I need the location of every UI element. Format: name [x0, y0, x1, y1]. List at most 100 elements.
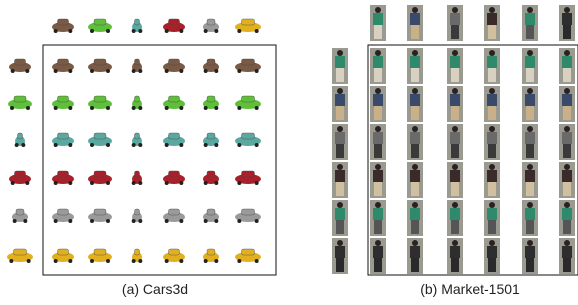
car-image	[7, 249, 33, 263]
person-image	[407, 124, 423, 160]
person-image	[332, 238, 348, 274]
car-cabin	[169, 249, 180, 255]
wheel	[204, 143, 208, 147]
car-image	[235, 59, 261, 73]
head	[337, 202, 343, 208]
person-image	[332, 200, 348, 236]
legs	[563, 68, 571, 82]
person-image	[370, 48, 386, 84]
person-image	[407, 238, 423, 274]
person-image	[522, 124, 538, 160]
torso	[410, 56, 420, 68]
legs	[563, 258, 571, 272]
car-image	[203, 133, 219, 147]
car-cabin	[242, 59, 255, 65]
head	[412, 126, 418, 132]
head	[489, 7, 495, 13]
cars-grid-frame	[43, 45, 276, 275]
person-image	[370, 238, 386, 274]
legs	[488, 220, 496, 234]
head	[337, 164, 343, 170]
legs	[411, 144, 419, 158]
wheel	[68, 29, 72, 33]
head	[527, 88, 533, 94]
car-image	[52, 96, 74, 110]
legs	[336, 144, 344, 158]
legs	[526, 106, 534, 120]
head	[452, 126, 458, 132]
car-image	[52, 133, 74, 147]
car-image	[88, 59, 112, 73]
car-image	[235, 171, 261, 185]
torso	[335, 56, 345, 68]
car-cabin	[135, 133, 140, 139]
torso	[373, 94, 383, 106]
person-image	[522, 200, 538, 236]
torso	[373, 56, 383, 68]
wheel	[106, 259, 110, 263]
head	[489, 126, 495, 132]
person-image	[559, 200, 575, 236]
wheel	[21, 143, 25, 147]
wheel	[68, 106, 72, 110]
wheel	[54, 69, 58, 73]
wheel	[11, 181, 15, 185]
torso	[525, 56, 535, 68]
car-image	[132, 19, 143, 33]
person-image	[447, 86, 463, 122]
car-image	[8, 96, 32, 110]
person-image	[522, 5, 538, 41]
car-cabin	[207, 249, 215, 255]
wheel	[90, 259, 94, 263]
person-image	[559, 86, 575, 122]
legs	[563, 220, 571, 234]
legs	[451, 144, 459, 158]
caption: (b) Market-1501	[420, 281, 520, 297]
car-cabin	[58, 249, 69, 255]
person-image	[332, 162, 348, 198]
wheel	[132, 69, 136, 73]
torso	[525, 170, 535, 182]
car-image	[88, 96, 112, 110]
car-cabin	[135, 59, 140, 65]
wheel	[106, 143, 110, 147]
head	[489, 202, 495, 208]
car-image	[163, 249, 185, 263]
wheel	[54, 29, 58, 33]
wheel	[204, 106, 208, 110]
wheel	[25, 181, 29, 185]
legs	[526, 220, 534, 234]
torso	[450, 132, 460, 144]
car-image	[163, 59, 185, 73]
head	[375, 126, 381, 132]
person-image	[484, 48, 500, 84]
head	[564, 240, 570, 246]
car-image	[203, 19, 219, 33]
wheel	[165, 219, 169, 223]
torso	[525, 94, 535, 106]
legs	[563, 106, 571, 120]
wheel	[68, 259, 72, 263]
wheel	[10, 106, 14, 110]
legs	[374, 258, 382, 272]
wheel	[255, 29, 259, 33]
legs	[488, 182, 496, 196]
car-cabin	[58, 171, 69, 177]
car-image	[132, 171, 143, 185]
car-image	[132, 209, 143, 223]
wheel	[179, 259, 183, 263]
wheel	[132, 259, 136, 263]
wheel	[255, 106, 259, 110]
torso	[487, 94, 497, 106]
legs	[563, 182, 571, 196]
car-cabin	[58, 96, 69, 102]
wheel	[237, 143, 241, 147]
person-image	[522, 162, 538, 198]
torso	[562, 94, 572, 106]
wheel	[54, 219, 58, 223]
person-image	[332, 48, 348, 84]
legs	[336, 182, 344, 196]
torso	[373, 246, 383, 258]
car-image	[203, 249, 219, 263]
legs	[451, 68, 459, 82]
